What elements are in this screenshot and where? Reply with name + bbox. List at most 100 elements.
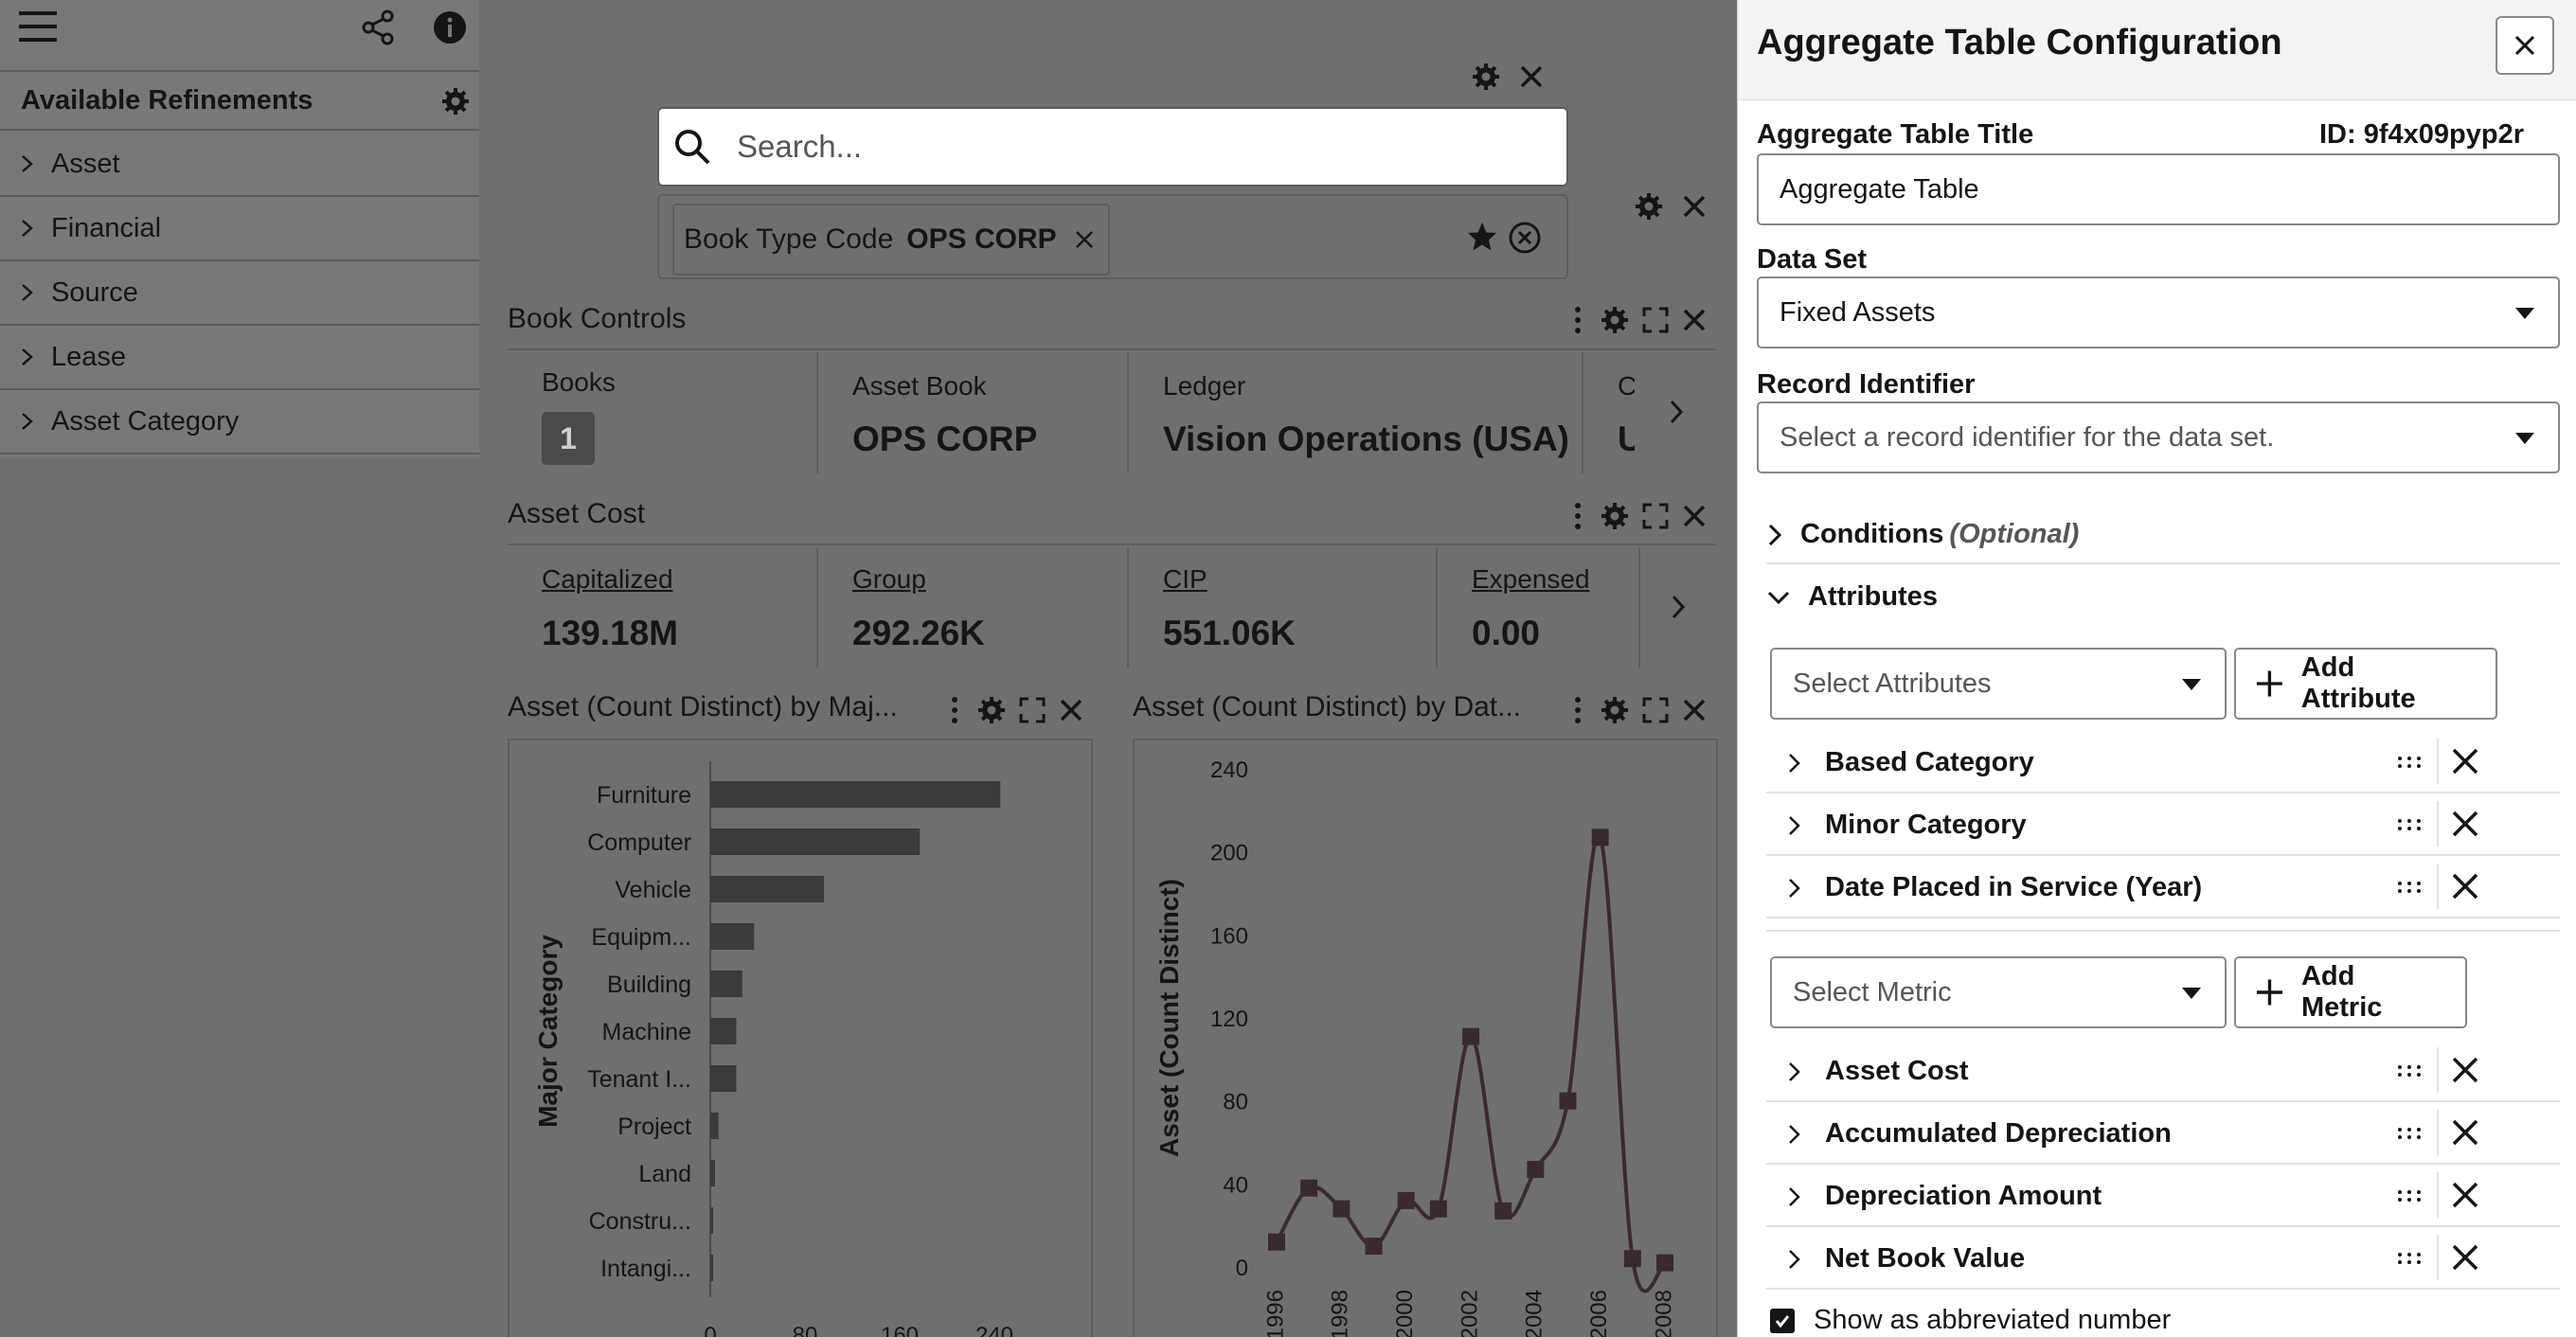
clear-filters-icon[interactable] <box>1508 221 1542 255</box>
share-icon[interactable] <box>360 9 396 45</box>
bar-chart-bar[interactable] <box>710 1113 719 1139</box>
line-chart-point[interactable] <box>1462 1027 1479 1045</box>
remove-metric-button[interactable] <box>2437 1110 2492 1155</box>
table-title-input[interactable] <box>1780 173 2518 205</box>
line-chart-point[interactable] <box>1268 1233 1285 1251</box>
gear-icon[interactable] <box>1635 192 1663 221</box>
chevron-right-icon[interactable] <box>1787 752 1802 775</box>
record-identifier-select[interactable]: Select a record identifier for the data … <box>1757 401 2560 473</box>
maximize-icon[interactable] <box>1019 697 1046 723</box>
hamburger-menu-icon[interactable] <box>19 8 57 45</box>
refinement-asset-category[interactable]: Asset Category <box>0 390 479 455</box>
drag-handle-icon[interactable] <box>2397 881 2422 894</box>
kpi-link-expensed[interactable]: Expensed <box>1472 564 1590 594</box>
line-chart-point[interactable] <box>1300 1179 1318 1197</box>
line-chart-point[interactable] <box>1559 1092 1577 1110</box>
attributes-expander[interactable]: Attributes <box>1766 581 1938 613</box>
search-input[interactable] <box>737 129 1494 165</box>
kpi-link-capitalized[interactable]: Capitalized <box>542 564 673 594</box>
more-options-icon[interactable] <box>1572 501 1583 531</box>
maximize-icon[interactable] <box>1642 307 1669 333</box>
refinement-lease[interactable]: Lease <box>0 326 479 390</box>
remove-metric-button[interactable] <box>2437 1047 2492 1093</box>
drag-handle-icon[interactable] <box>2397 1064 2422 1078</box>
chevron-right-icon[interactable] <box>1787 1248 1802 1271</box>
remove-metric-button[interactable] <box>2437 1235 2492 1280</box>
line-chart-point[interactable] <box>1527 1160 1545 1178</box>
conditions-expander[interactable]: Conditions (Optional) <box>1766 519 2079 550</box>
close-icon[interactable] <box>1682 308 1707 332</box>
line-chart-point[interactable] <box>1397 1191 1415 1209</box>
bar-chart-bar[interactable] <box>710 1018 737 1044</box>
remove-attribute-button[interactable] <box>2437 801 2492 847</box>
gear-icon[interactable] <box>977 696 1006 724</box>
close-icon[interactable] <box>1682 504 1707 528</box>
abbreviated-number-checkbox[interactable] <box>1770 1308 1795 1333</box>
bar-chart-bar[interactable] <box>710 971 742 997</box>
bar-chart-bar[interactable] <box>710 1160 715 1186</box>
bar-chart-bar[interactable] <box>710 923 755 950</box>
metric-row[interactable]: Accumulated Depreciation <box>1766 1102 2560 1165</box>
maximize-icon[interactable] <box>1642 503 1669 529</box>
star-icon[interactable] <box>1466 221 1498 253</box>
chevron-right-icon[interactable] <box>1787 814 1802 837</box>
info-icon[interactable] <box>432 9 468 45</box>
metric-row[interactable]: Asset Cost <box>1766 1040 2560 1102</box>
refinement-source[interactable]: Source <box>0 261 479 326</box>
chevron-right-icon[interactable] <box>1787 1123 1802 1146</box>
gear-icon[interactable] <box>1601 306 1629 334</box>
metric-row[interactable]: Depreciation Amount <box>1766 1165 2560 1227</box>
close-icon[interactable] <box>1519 64 1544 89</box>
drag-handle-icon[interactable] <box>2397 756 2422 769</box>
bar-chart-bar[interactable] <box>710 876 824 902</box>
attribute-row[interactable]: Date Placed in Service (Year) <box>1766 856 2560 918</box>
close-icon[interactable] <box>1682 194 1707 219</box>
chevron-right-icon[interactable] <box>1787 1061 1802 1083</box>
chevron-right-icon[interactable] <box>1787 877 1802 900</box>
select-attributes-dropdown[interactable]: Select Attributes <box>1770 648 2227 720</box>
remove-filter-icon[interactable] <box>1074 229 1095 250</box>
chevron-right-icon[interactable] <box>1787 1185 1802 1208</box>
drag-handle-icon[interactable] <box>2397 1189 2422 1203</box>
line-chart-point[interactable] <box>1656 1254 1673 1272</box>
filter-chip[interactable]: Book Type Code OPS CORP <box>672 204 1110 276</box>
drag-handle-icon[interactable] <box>2397 1252 2422 1265</box>
add-attribute-button[interactable]: Add Attribute <box>2234 648 2497 720</box>
more-options-icon[interactable] <box>1572 695 1583 725</box>
dataset-select[interactable]: Fixed Assets <box>1757 276 2560 348</box>
bar-chart-bar[interactable] <box>710 1255 713 1281</box>
bar-chart-bar[interactable] <box>710 1065 737 1092</box>
select-metric-dropdown[interactable]: Select Metric <box>1770 956 2227 1028</box>
kpi-link-cip[interactable]: CIP <box>1163 564 1208 594</box>
bar-chart-bar[interactable] <box>710 1207 713 1234</box>
drag-handle-icon[interactable] <box>2397 1127 2422 1140</box>
line-chart-point[interactable] <box>1333 1200 1351 1218</box>
close-drawer-button[interactable] <box>2496 16 2554 75</box>
drag-handle-icon[interactable] <box>2397 818 2422 831</box>
abbreviated-number-option[interactable]: Show as abbreviated number <box>1770 1305 2171 1336</box>
remove-attribute-button[interactable] <box>2437 864 2492 909</box>
bar-chart-bar[interactable] <box>710 829 921 855</box>
refinement-financial[interactable]: Financial <box>0 197 479 261</box>
kpi-link-group[interactable]: Group <box>852 564 926 594</box>
close-icon[interactable] <box>1059 698 1083 722</box>
bar-chart-bar[interactable] <box>710 781 1001 808</box>
scroll-right-icon[interactable] <box>1667 398 1686 426</box>
scroll-right-icon[interactable] <box>1669 593 1688 621</box>
gear-icon[interactable] <box>1472 62 1500 91</box>
maximize-icon[interactable] <box>1642 697 1669 723</box>
books-count-badge[interactable]: 1 <box>542 412 595 465</box>
attribute-row[interactable]: Minor Category <box>1766 793 2560 856</box>
remove-attribute-button[interactable] <box>2437 739 2492 784</box>
add-metric-button[interactable]: Add Metric <box>2234 956 2467 1028</box>
gear-icon[interactable] <box>1601 696 1629 724</box>
remove-metric-button[interactable] <box>2437 1172 2492 1218</box>
metric-row[interactable]: Net Book Value <box>1766 1227 2560 1290</box>
gear-icon[interactable] <box>1601 502 1629 530</box>
gear-icon[interactable] <box>441 87 470 116</box>
line-chart-point[interactable] <box>1365 1238 1383 1256</box>
attribute-row[interactable]: Based Category <box>1766 731 2560 793</box>
line-chart-point[interactable] <box>1494 1202 1512 1220</box>
refinement-asset[interactable]: Asset <box>0 133 479 197</box>
more-options-icon[interactable] <box>1572 305 1583 335</box>
